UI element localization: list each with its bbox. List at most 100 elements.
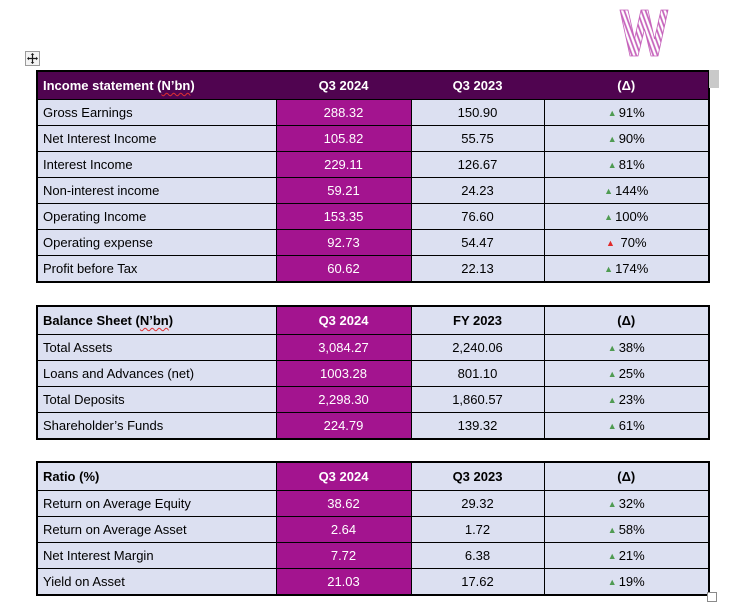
- row-label-cell: Net Interest Margin: [36, 542, 277, 569]
- up-triangle-icon: ▲: [607, 108, 617, 118]
- up-triangle-icon: ▲: [607, 421, 617, 431]
- current-value-cell: 7.72: [275, 542, 412, 569]
- previous-value-cell: 76.60: [410, 203, 545, 230]
- row-label-cell: Interest Income: [36, 151, 277, 178]
- current-value-cell: 224.79: [275, 412, 412, 440]
- current-value-cell: 229.11: [275, 151, 412, 178]
- income-statement-table: Income statement (N’bn) Q3 2024 Q3 2023 …: [36, 70, 710, 283]
- delta-cell: ▲ 91%: [543, 99, 710, 126]
- delta-value: 100%: [615, 209, 649, 224]
- row-label-cell: Operating expense: [36, 229, 277, 256]
- col-header-fy-2023: FY 2023: [410, 305, 545, 335]
- delta-value: 21%: [618, 548, 645, 563]
- w-glyph: [619, 9, 669, 57]
- col-header-q3-2023: Q3 2023: [410, 461, 545, 491]
- previous-value-cell: 150.90: [410, 99, 545, 126]
- table-row: Profit before Tax 60.62 22.13 ▲ 174%: [36, 255, 710, 283]
- row-label-cell: Non-interest income: [36, 177, 277, 204]
- title-text: ): [190, 78, 195, 93]
- current-value-cell: 38.62: [275, 490, 412, 517]
- row-label-cell: Total Assets: [36, 334, 277, 361]
- table-row: Shareholder’s Funds 224.79 139.32 ▲ 61%: [36, 412, 710, 440]
- ratio-table: Ratio (%) Q3 2024 Q3 2023 (Δ) Return on …: [36, 461, 710, 596]
- delta-cell: ▲ 25%: [543, 360, 710, 387]
- previous-value-cell: 139.32: [410, 412, 545, 440]
- table-title: Balance Sheet (N’bn): [36, 305, 277, 335]
- misspelled-word: N’bn: [139, 313, 169, 328]
- delta-cell: ▲ 19%: [543, 568, 710, 596]
- col-header-q3-2024: Q3 2024: [275, 305, 412, 335]
- row-label-cell: Return on Average Asset: [36, 516, 277, 543]
- up-triangle-icon: ▲: [604, 186, 614, 196]
- delta-value: 38%: [618, 340, 645, 355]
- row-label-cell: Operating Income: [36, 203, 277, 230]
- row-label-cell: Net Interest Income: [36, 125, 277, 152]
- previous-value-cell: 17.62: [410, 568, 545, 596]
- delta-value: 58%: [618, 522, 645, 537]
- delta-cell: ▲ 32%: [543, 490, 710, 517]
- current-value-cell: 1003.28: [275, 360, 412, 387]
- row-label-cell: Return on Average Equity: [36, 490, 277, 517]
- up-triangle-icon: ▲: [607, 134, 617, 144]
- table-header-row: Ratio (%) Q3 2024 Q3 2023 (Δ): [36, 461, 710, 491]
- delta-cell: ▲ 174%: [543, 255, 710, 283]
- delta-cell: ▲ 90%: [543, 125, 710, 152]
- table-resize-handle[interactable]: [707, 592, 717, 602]
- table-row: Interest Income 229.11 126.67 ▲ 81%: [36, 151, 710, 178]
- up-triangle-icon: ▲: [607, 369, 617, 379]
- table-title: Income statement (N’bn): [36, 70, 277, 100]
- delta-cell: ▲ 23%: [543, 386, 710, 413]
- table-row: Total Assets 3,084.27 2,240.06 ▲ 38%: [36, 334, 710, 361]
- table-row: Non-interest income 59.21 24.23 ▲ 144%: [36, 177, 710, 204]
- row-label-cell: Shareholder’s Funds: [36, 412, 277, 440]
- up-triangle-icon: ▲: [607, 343, 617, 353]
- delta-value: 19%: [618, 574, 645, 589]
- delta-value: 70%: [616, 235, 647, 250]
- table-row: Total Deposits 2,298.30 1,860.57 ▲ 23%: [36, 386, 710, 413]
- delta-cell: ▲ 81%: [543, 151, 710, 178]
- delta-cell: ▲ 70%: [543, 229, 710, 256]
- wema-logo: [619, 9, 669, 57]
- table-header-row: Income statement (N’bn) Q3 2024 Q3 2023 …: [36, 70, 710, 100]
- table-row: Yield on Asset 21.03 17.62 ▲ 19%: [36, 568, 710, 596]
- col-header-delta: (Δ): [543, 305, 710, 335]
- table-row: Loans and Advances (net) 1003.28 801.10 …: [36, 360, 710, 387]
- current-value-cell: 21.03: [275, 568, 412, 596]
- previous-value-cell: 54.47: [410, 229, 545, 256]
- previous-value-cell: 2,240.06: [410, 334, 545, 361]
- row-label-cell: Yield on Asset: [36, 568, 277, 596]
- up-triangle-icon: ▲: [607, 395, 617, 405]
- delta-cell: ▲ 58%: [543, 516, 710, 543]
- delta-cell: ▲ 21%: [543, 542, 710, 569]
- delta-value: 23%: [618, 392, 645, 407]
- delta-value: 91%: [618, 105, 645, 120]
- delta-value: 90%: [618, 131, 645, 146]
- previous-value-cell: 55.75: [410, 125, 545, 152]
- up-triangle-icon: ▲: [607, 577, 617, 587]
- up-triangle-icon: ▲: [607, 160, 617, 170]
- balance-sheet-table: Balance Sheet (N’bn) Q3 2024 FY 2023 (Δ)…: [36, 305, 710, 440]
- table-row: Operating expense 92.73 54.47 ▲ 70%: [36, 229, 710, 256]
- scrollbar-thumb[interactable]: [709, 70, 719, 88]
- previous-value-cell: 22.13: [410, 255, 545, 283]
- title-text: Ratio (%): [43, 469, 100, 484]
- col-header-delta: (Δ): [543, 70, 710, 100]
- previous-value-cell: 1,860.57: [410, 386, 545, 413]
- up-triangle-icon: ▲: [607, 525, 617, 535]
- up-triangle-icon: ▲: [604, 212, 614, 222]
- delta-cell: ▲ 144%: [543, 177, 710, 204]
- up-triangle-icon: ▲: [604, 264, 614, 274]
- current-value-cell: 92.73: [275, 229, 412, 256]
- table-row: Return on Average Asset 2.64 1.72 ▲ 58%: [36, 516, 710, 543]
- current-value-cell: 60.62: [275, 255, 412, 283]
- table-move-handle[interactable]: [25, 51, 40, 66]
- delta-cell: ▲ 38%: [543, 334, 710, 361]
- previous-value-cell: 29.32: [410, 490, 545, 517]
- table-row: Gross Earnings 288.32 150.90 ▲ 91%: [36, 99, 710, 126]
- table-title: Ratio (%): [36, 461, 277, 491]
- delta-cell: ▲ 61%: [543, 412, 710, 440]
- title-text: ): [168, 313, 174, 328]
- col-header-q3-2023: Q3 2023: [410, 70, 545, 100]
- move-icon: [27, 53, 38, 64]
